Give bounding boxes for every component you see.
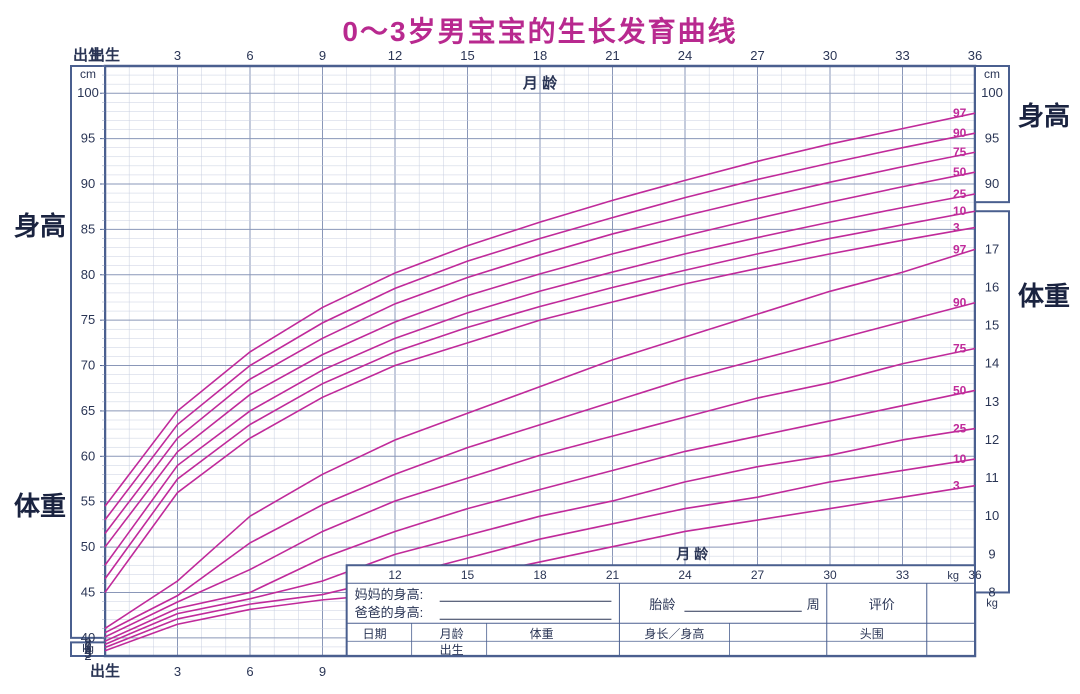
svg-text:75: 75 xyxy=(953,145,967,159)
svg-text:16: 16 xyxy=(985,279,999,294)
svg-text:24: 24 xyxy=(678,568,692,582)
chart-title: 0～3岁男宝宝的生长发育曲线 xyxy=(0,10,1080,50)
svg-text:9: 9 xyxy=(988,546,995,561)
svg-text:月 龄: 月 龄 xyxy=(675,546,709,562)
svg-text:出生: 出生 xyxy=(90,662,120,680)
svg-text:18: 18 xyxy=(533,48,547,63)
svg-text:6: 6 xyxy=(246,48,253,63)
svg-text:kg: kg xyxy=(947,570,959,582)
svg-text:18: 18 xyxy=(533,568,547,582)
svg-text:15: 15 xyxy=(460,48,474,63)
growth-chart: cm4045505560657075808590951002345678kgcm… xyxy=(0,0,1080,694)
svg-text:33: 33 xyxy=(895,48,909,63)
svg-text:10: 10 xyxy=(953,204,967,218)
svg-text:95: 95 xyxy=(81,131,95,146)
svg-text:60: 60 xyxy=(81,448,95,463)
svg-text:kg: kg xyxy=(82,643,94,655)
svg-text:65: 65 xyxy=(81,403,95,418)
svg-text:25: 25 xyxy=(953,187,967,201)
svg-text:3: 3 xyxy=(953,479,960,493)
height-label-right: 身高 xyxy=(1018,100,1070,134)
svg-text:3: 3 xyxy=(174,664,181,679)
svg-text:36: 36 xyxy=(968,568,982,582)
svg-text:3: 3 xyxy=(953,221,960,235)
weight-label-right: 体重 xyxy=(1018,280,1070,314)
svg-text:12: 12 xyxy=(388,568,402,582)
svg-text:11: 11 xyxy=(985,470,999,485)
svg-text:30: 30 xyxy=(823,568,837,582)
svg-text:21: 21 xyxy=(606,568,620,582)
svg-text:95: 95 xyxy=(985,131,999,146)
svg-text:9: 9 xyxy=(319,48,326,63)
svg-text:月龄: 月龄 xyxy=(440,627,464,641)
svg-text:胎龄: 胎龄 xyxy=(649,597,675,612)
svg-text:90: 90 xyxy=(81,176,95,191)
svg-text:15: 15 xyxy=(461,568,475,582)
svg-text:85: 85 xyxy=(81,221,95,236)
svg-text:13: 13 xyxy=(985,394,999,409)
svg-text:月 龄: 月 龄 xyxy=(522,74,558,92)
svg-text:10: 10 xyxy=(985,508,999,523)
svg-text:爸爸的身高:: 爸爸的身高: xyxy=(355,605,424,620)
svg-text:80: 80 xyxy=(81,267,95,282)
height-label-left: 身高 xyxy=(14,210,66,244)
svg-text:30: 30 xyxy=(823,48,837,63)
svg-text:评价: 评价 xyxy=(869,597,895,612)
svg-text:妈妈的身高:: 妈妈的身高: xyxy=(355,587,424,602)
svg-text:97: 97 xyxy=(953,242,967,256)
svg-text:21: 21 xyxy=(605,48,619,63)
svg-text:25: 25 xyxy=(953,422,967,436)
svg-text:体重: 体重 xyxy=(530,627,554,641)
svg-text:15: 15 xyxy=(985,318,999,333)
svg-text:100: 100 xyxy=(77,85,99,100)
svg-text:10: 10 xyxy=(953,452,967,466)
svg-text:12: 12 xyxy=(985,432,999,447)
svg-text:头围: 头围 xyxy=(860,627,884,641)
svg-text:周: 周 xyxy=(807,597,820,612)
svg-text:75: 75 xyxy=(953,341,967,355)
svg-text:70: 70 xyxy=(81,358,95,373)
svg-text:50: 50 xyxy=(953,165,967,179)
svg-text:50: 50 xyxy=(953,383,967,397)
svg-text:日期: 日期 xyxy=(363,627,387,641)
svg-text:17: 17 xyxy=(985,241,999,256)
svg-text:14: 14 xyxy=(985,356,999,371)
svg-text:3: 3 xyxy=(174,48,181,63)
svg-text:55: 55 xyxy=(81,494,95,509)
svg-text:cm: cm xyxy=(984,67,1000,81)
svg-text:9: 9 xyxy=(319,664,326,679)
svg-text:45: 45 xyxy=(81,584,95,599)
svg-text:kg: kg xyxy=(986,597,998,609)
svg-text:27: 27 xyxy=(751,568,765,582)
svg-text:身长／身高: 身长／身高 xyxy=(644,626,704,641)
svg-text:36: 36 xyxy=(968,48,982,63)
svg-text:24: 24 xyxy=(678,48,692,63)
svg-text:27: 27 xyxy=(750,48,764,63)
svg-text:90: 90 xyxy=(953,126,967,140)
weight-label-left: 体重 xyxy=(14,490,66,524)
svg-text:cm: cm xyxy=(80,67,96,81)
svg-text:90: 90 xyxy=(953,296,967,310)
svg-text:33: 33 xyxy=(896,568,910,582)
svg-text:75: 75 xyxy=(81,312,95,327)
svg-text:97: 97 xyxy=(953,106,967,120)
svg-text:6: 6 xyxy=(246,664,253,679)
svg-text:12: 12 xyxy=(388,48,402,63)
svg-text:90: 90 xyxy=(985,176,999,191)
svg-text:50: 50 xyxy=(81,539,95,554)
svg-text:100: 100 xyxy=(981,85,1003,100)
